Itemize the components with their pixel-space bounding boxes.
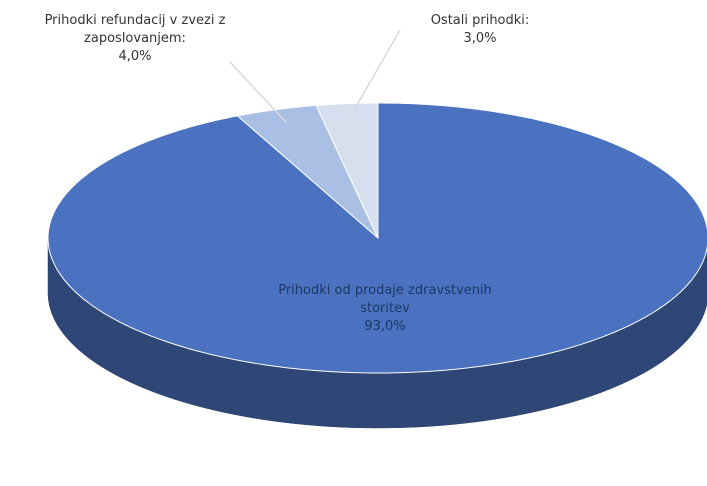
category-label: Prihodki od prodaje zdravstvenih storite…: [278, 283, 492, 316]
slice-label: Prihodki refundacij v zvezi z zaposlovan…: [0, 12, 270, 66]
category-label: Prihodki refundacij v zvezi z zaposlovan…: [44, 13, 226, 46]
value-label: 93,0%: [364, 319, 406, 334]
slice: [236, 104, 379, 239]
category-label: Ostali prihodki:: [430, 13, 530, 28]
slice-label: Ostali prihodki: 3,0%: [400, 12, 560, 48]
value-label: 4,0%: [118, 49, 152, 64]
value-label: 3,0%: [463, 31, 497, 46]
slice-label: Prihodki od prodaje zdravstvenih storite…: [270, 282, 500, 336]
leader-line: [349, 29, 401, 118]
leader-line: [229, 61, 287, 123]
slice: [315, 102, 379, 239]
